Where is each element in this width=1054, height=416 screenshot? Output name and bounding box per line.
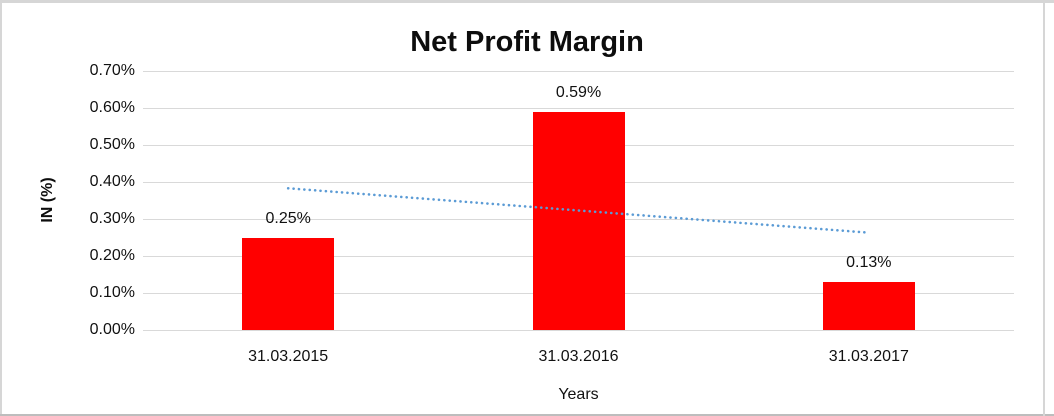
chart-frame-border-top (0, 0, 1054, 3)
y-tick-label: 0.60% (89, 99, 135, 116)
y-tick-label: 0.70% (89, 62, 135, 79)
chart-frame-border-right (1043, 0, 1045, 416)
x-tick-label: 31.03.2016 (538, 348, 619, 365)
y-tick-label: 0.50% (89, 136, 135, 153)
y-tick-label: 0.40% (89, 173, 135, 190)
y-tick-label: 0.20% (89, 247, 135, 264)
chart-title: Net Profit Margin (410, 26, 644, 58)
bar-data-label: 0.25% (265, 209, 311, 227)
chart-frame-border-bottom (0, 414, 1054, 416)
plot-area: 0.25% 0.59% 0.13% (143, 71, 1014, 331)
y-tick-label: 0.30% (89, 210, 135, 227)
chart-frame-border-left (0, 0, 2, 416)
bar-data-label: 0.59% (555, 83, 602, 101)
y-tick-label: 0.10% (89, 284, 135, 301)
bar-31-03-2015 (242, 237, 335, 330)
bar-31-03-2016 (532, 111, 625, 330)
x-axis-title: Years (558, 386, 599, 403)
y-tick-label: 0.00% (89, 321, 135, 338)
bar-31-03-2017 (822, 281, 915, 330)
x-tick-label: 31.03.2017 (828, 348, 909, 365)
trendline (286, 186, 871, 234)
bar-data-label: 0.13% (846, 253, 892, 271)
x-tick-label: 31.03.2015 (248, 348, 329, 365)
